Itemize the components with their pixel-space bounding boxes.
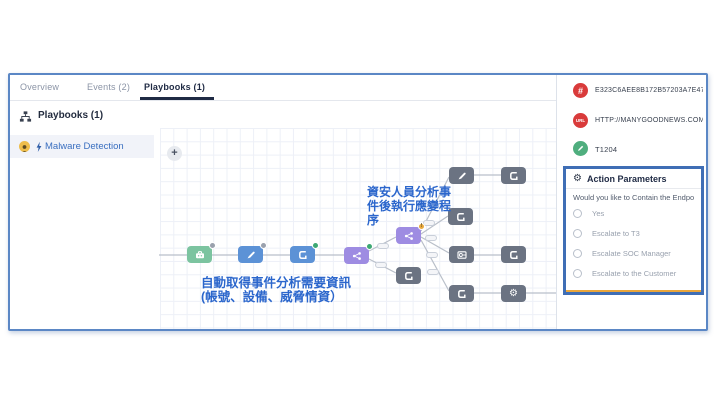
node-task[interactable] xyxy=(449,167,474,184)
radio-button[interactable] xyxy=(573,208,582,218)
task-icon xyxy=(509,171,518,180)
brush-icon xyxy=(458,172,466,179)
action-parameters-title: Action Parameters xyxy=(586,173,667,184)
node-task[interactable] xyxy=(501,167,526,184)
indicator-attack-technique[interactable]: T1204 xyxy=(557,141,706,157)
task-badge xyxy=(209,242,216,249)
tab-overview[interactable]: Overview xyxy=(20,82,60,92)
option-escalate-t3[interactable]: Escalate to T3 xyxy=(566,223,701,243)
tab-bar: Overview Events (2) Playbooks (1) xyxy=(10,75,556,101)
option-escalate-customer[interactable]: Escalate to the Customer xyxy=(566,263,701,283)
node-gear-task[interactable]: ⚙ xyxy=(501,285,526,302)
sidebar-item-label: Malware Detection xyxy=(45,141,124,152)
url-icon: URL xyxy=(573,113,588,128)
gear-icon: ⚙ xyxy=(509,287,518,299)
share-icon xyxy=(404,231,413,240)
task-icon xyxy=(457,289,466,298)
indicator-value: E323C6AEE8B172B57203A7E478C1CA xyxy=(595,87,703,94)
node-decision-1[interactable] xyxy=(344,243,373,264)
option-label: Yes xyxy=(592,208,605,218)
lightning-icon xyxy=(35,140,43,152)
tab-playbooks[interactable]: Playbooks (1) xyxy=(144,82,206,92)
action-parameters-header: ⚙ Action Parameters xyxy=(566,169,701,189)
playbooks-header: Playbooks (1) xyxy=(10,102,154,132)
node-enrich-task[interactable] xyxy=(238,242,267,263)
sitemap-icon xyxy=(19,110,32,123)
condition-pill xyxy=(377,243,389,249)
indicator-value: T1204 xyxy=(595,145,618,154)
option-label: Escalate SOC Manager xyxy=(592,248,671,258)
mail-icon xyxy=(456,250,467,259)
radio-button[interactable] xyxy=(573,248,582,258)
hash-icon: # xyxy=(573,83,588,98)
detail-panel: # E323C6AEE8B172B57203A7E478C1CA URL HTT… xyxy=(556,75,706,329)
condition-pill xyxy=(375,262,387,268)
action-parameters-panel: ⚙ Action Parameters Would you like to Co… xyxy=(563,166,704,295)
playbooks-header-label: Playbooks (1) xyxy=(38,110,104,121)
node-task[interactable] xyxy=(449,285,474,302)
node-start-task[interactable] xyxy=(187,242,216,263)
pan-tool-button[interactable]: + xyxy=(167,146,182,161)
sidebar-item-malware-detection[interactable]: Malware Detection xyxy=(10,135,154,158)
option-escalate-soc-manager[interactable]: Escalate SOC Manager xyxy=(566,243,701,263)
task-complete-badge xyxy=(366,243,373,250)
task-icon xyxy=(404,271,413,280)
node-mail-task[interactable] xyxy=(449,246,474,263)
indicator-file-hash[interactable]: # E323C6AEE8B172B57203A7E478C1CA xyxy=(557,83,706,99)
active-tab-underline xyxy=(140,97,214,100)
action-question: Would you like to Contain the Endpoint? xyxy=(573,193,694,202)
node-task[interactable] xyxy=(396,267,421,284)
annotation-auto-enrichment: 自動取得事件分析需要資訊 (帳號、設備、威脅情資） xyxy=(201,276,352,304)
briefcase-icon xyxy=(195,250,204,258)
task-icon xyxy=(456,212,465,221)
annotation-analyst-response: 資安人員分析事 件後執行應變程 序 xyxy=(367,185,452,227)
radio-button[interactable] xyxy=(573,228,582,238)
option-label: Escalate to the Customer xyxy=(592,268,677,278)
condition-pill xyxy=(427,269,439,275)
option-label: Escalate to T3 xyxy=(592,228,640,238)
node-task[interactable] xyxy=(501,246,526,263)
gear-icon: ⚙ xyxy=(573,172,582,184)
task-complete-badge xyxy=(312,242,319,249)
tab-events[interactable]: Events (2) xyxy=(87,82,131,92)
node-decision-2[interactable]: ! xyxy=(396,223,425,244)
panel-accent-bar xyxy=(566,290,701,292)
indicator-value: HTTP://MANYGOODNEWS.COM/DOWN xyxy=(595,117,703,124)
share-icon xyxy=(352,251,361,260)
radio-button[interactable] xyxy=(573,268,582,278)
task-icon xyxy=(509,250,518,259)
task-badge xyxy=(260,242,267,249)
option-yes[interactable]: Yes xyxy=(566,203,701,223)
condition-pill xyxy=(426,252,438,258)
brush-icon xyxy=(247,251,255,258)
task-icon xyxy=(298,250,307,259)
condition-pill xyxy=(425,235,437,241)
app-window: Overview Events (2) Playbooks (1) Playbo… xyxy=(8,73,708,331)
node-analysis-task[interactable] xyxy=(290,242,319,263)
user-avatar-icon xyxy=(19,141,30,152)
pencil-icon xyxy=(573,141,588,156)
task-warning-badge: ! xyxy=(418,223,425,230)
playbook-canvas[interactable] xyxy=(160,128,556,329)
node-task[interactable] xyxy=(448,208,473,225)
indicator-url[interactable]: URL HTTP://MANYGOODNEWS.COM/DOWN xyxy=(557,113,706,129)
